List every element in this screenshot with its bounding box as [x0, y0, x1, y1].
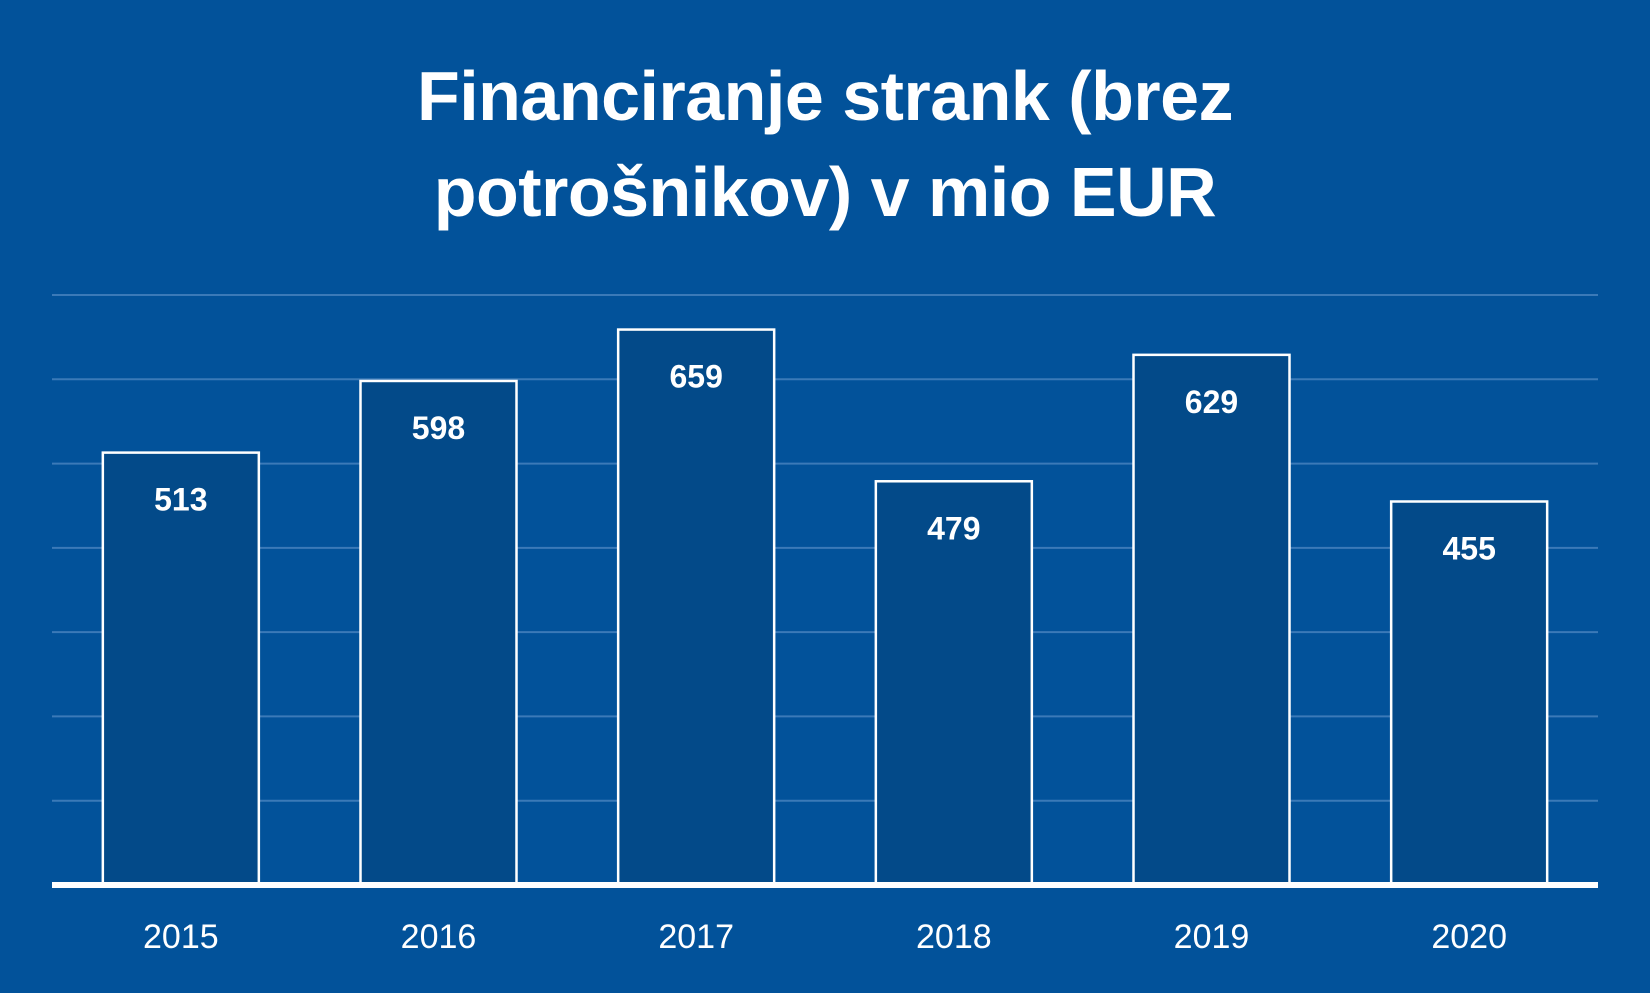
x-tick-label: 2019 — [1174, 918, 1250, 956]
bar — [616, 328, 776, 887]
bar-value-label: 455 — [1442, 531, 1495, 567]
x-tick-label: 2015 — [143, 918, 219, 956]
bar — [874, 480, 1034, 887]
x-tick-label: 2016 — [401, 918, 477, 956]
bar — [359, 379, 518, 887]
bar-value-label: 513 — [154, 482, 207, 518]
bar-value-label: 659 — [669, 359, 722, 395]
bar — [1389, 500, 1549, 887]
chart-title: Financiranje strank (brez potrošnikov) v… — [0, 48, 1650, 240]
bar-value-label: 629 — [1185, 384, 1238, 420]
x-tick-label: 2017 — [658, 918, 734, 956]
bar-value-label: 479 — [927, 510, 980, 546]
bar-value-label: 598 — [412, 410, 465, 446]
bar — [1132, 353, 1291, 887]
chart-title-line-2: potrošnikov) v mio EUR — [433, 153, 1217, 231]
x-tick-label: 2020 — [1431, 918, 1507, 956]
bar — [101, 451, 261, 887]
x-tick-label: 2018 — [916, 918, 992, 956]
chart-title-line-1: Financiranje strank (brez — [416, 57, 1234, 135]
